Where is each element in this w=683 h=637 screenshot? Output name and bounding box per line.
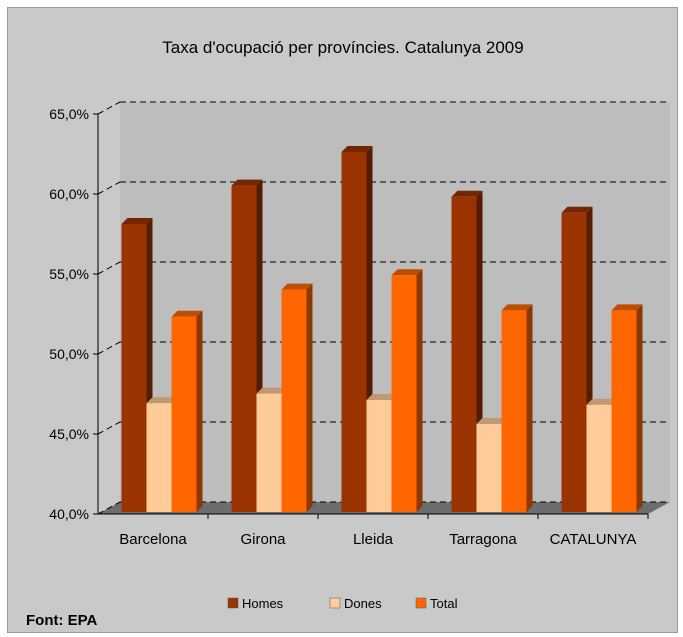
chart-title: Taxa d'ocupació per províncies. Cataluny… xyxy=(162,38,523,57)
gridline-diagonal xyxy=(97,421,121,435)
y-tick-label: 55,0% xyxy=(49,266,89,282)
gridline-diagonal xyxy=(97,181,121,195)
bar-front xyxy=(451,196,477,513)
gridline-diagonal xyxy=(97,501,121,515)
x-tick-label: CATALUNYA xyxy=(550,531,637,548)
bar-homes-girona xyxy=(231,179,263,512)
bar-front xyxy=(391,275,417,512)
y-tick-label: 40,0% xyxy=(49,506,89,522)
bar-top xyxy=(281,283,313,290)
bar-top xyxy=(501,304,533,311)
bar-side xyxy=(416,269,423,512)
x-axis-labels: Barcelona Girona Lleida Tarragona CATALUNYA xyxy=(119,514,649,548)
bar-total-catalunya xyxy=(611,304,643,512)
bar-front xyxy=(501,310,527,512)
y-tick-label: 60,0% xyxy=(49,186,89,202)
bar-front xyxy=(121,224,147,512)
bar-top xyxy=(391,269,423,276)
bar-top xyxy=(146,397,178,404)
x-tick-label: Girona xyxy=(240,531,286,548)
bar-total-barcelona xyxy=(171,310,203,512)
bars xyxy=(121,146,643,513)
bar-total-lleida xyxy=(391,269,423,512)
bar-homes-barcelona xyxy=(121,218,153,512)
bar-front xyxy=(586,404,612,512)
bar-top xyxy=(171,310,203,317)
y-axis-ticks: 40,0% 45,0% 50,0% 55,0% 60,0% 65,0% xyxy=(49,106,98,522)
bar-front xyxy=(561,212,587,513)
y-tick-label: 45,0% xyxy=(49,426,89,442)
bar-top xyxy=(366,394,398,400)
bar-front xyxy=(476,424,502,512)
x-tick-label: Barcelona xyxy=(119,531,187,548)
y-tick-label: 50,0% xyxy=(49,346,89,362)
legend-label: Dones xyxy=(344,596,382,611)
gridline-diagonal xyxy=(97,261,121,275)
bar-total-girona xyxy=(281,283,313,512)
x-tick-label: Lleida xyxy=(353,531,394,548)
legend-label: Homes xyxy=(242,596,284,611)
bar-top xyxy=(121,218,153,224)
bar-chart: Taxa d'ocupació per províncies. Cataluny… xyxy=(26,38,670,629)
legend-swatch xyxy=(227,597,239,609)
bar-top xyxy=(476,418,508,424)
bar-front xyxy=(171,316,197,512)
bar-side xyxy=(196,310,203,512)
legend: Homes Dones Total xyxy=(227,596,458,611)
bar-top xyxy=(341,146,373,152)
bar-side xyxy=(526,304,533,512)
bar-top xyxy=(231,179,263,186)
bar-front xyxy=(611,310,637,512)
bar-side xyxy=(306,283,313,512)
chart-frame: Taxa d'ocupació per províncies. Cataluny… xyxy=(7,7,678,633)
bar-front xyxy=(146,403,172,512)
bar-front xyxy=(341,152,367,512)
legend-item-total: Total xyxy=(415,596,458,611)
y-tick-label: 65,0% xyxy=(49,106,89,122)
bar-front xyxy=(256,393,282,512)
bar-total-tarragona xyxy=(501,304,533,512)
bar-top xyxy=(451,190,483,197)
legend-label: Total xyxy=(430,596,458,611)
legend-item-dones: Dones xyxy=(329,596,382,611)
gridline-diagonal xyxy=(97,101,121,115)
source-note: Font: EPA xyxy=(26,612,98,629)
bar-front xyxy=(281,289,307,512)
bar-top xyxy=(256,387,288,394)
bar-front xyxy=(231,185,257,512)
bar-top xyxy=(611,304,643,311)
legend-item-homes: Homes xyxy=(227,596,284,611)
gridline-diagonal xyxy=(97,341,121,355)
bar-top xyxy=(586,398,618,405)
legend-swatch xyxy=(415,597,427,609)
bar-side xyxy=(636,304,643,512)
bar-front xyxy=(366,400,392,512)
x-tick-label: Tarragona xyxy=(449,531,517,548)
bar-top xyxy=(561,206,593,213)
legend-swatch xyxy=(329,597,341,609)
